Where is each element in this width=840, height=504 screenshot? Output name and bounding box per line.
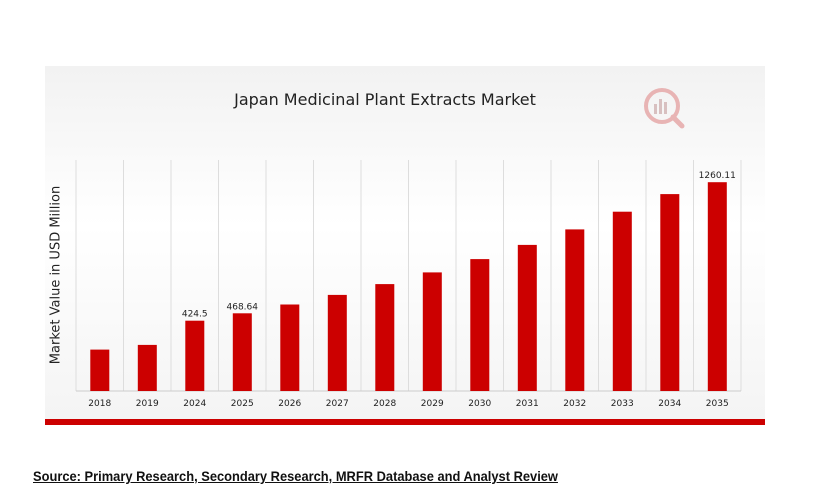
bar-2035	[707, 182, 727, 391]
x-tick-label: 2025	[231, 399, 254, 409]
bar-2028	[375, 284, 395, 391]
x-tick-label: 2030	[468, 399, 491, 409]
bar-2034	[660, 194, 680, 391]
chart-panel	[45, 66, 765, 420]
x-tick-label: 2034	[658, 399, 681, 409]
chart-bottom-bar	[45, 419, 765, 425]
x-tick-label: 2033	[611, 399, 634, 409]
bar-2031	[517, 244, 537, 391]
x-tick-label: 2028	[373, 399, 396, 409]
bar-2024	[185, 320, 205, 391]
data-label-2024: 424.5	[182, 310, 208, 320]
x-tick-label: 2031	[516, 399, 539, 409]
bar-2027	[327, 294, 347, 391]
bar-2029	[422, 272, 442, 391]
x-tick-label: 2026	[278, 399, 301, 409]
bar-2030	[470, 259, 490, 391]
chart-title: Japan Medicinal Plant Extracts Market	[234, 90, 536, 109]
x-tick-label: 2018	[88, 399, 111, 409]
data-label-2035: 1260.11	[699, 171, 736, 181]
data-label-2025: 468.64	[227, 302, 259, 312]
x-tick-label: 2032	[563, 399, 586, 409]
bar-2026	[280, 304, 300, 391]
bar-2025	[232, 313, 252, 391]
bar-2018	[90, 349, 110, 391]
source-note: Source: Primary Research, Secondary Rese…	[33, 468, 558, 484]
x-tick-label: 2029	[421, 399, 444, 409]
x-tick-label: 2027	[326, 399, 349, 409]
x-tick-label: 2035	[706, 399, 729, 409]
x-tick-label: 2024	[183, 399, 206, 409]
bar-2019	[137, 344, 157, 391]
mrfr-logo-icon	[644, 88, 685, 129]
x-tick-label: 2019	[136, 399, 159, 409]
bar-2032	[565, 229, 585, 391]
bar-2033	[612, 211, 632, 391]
